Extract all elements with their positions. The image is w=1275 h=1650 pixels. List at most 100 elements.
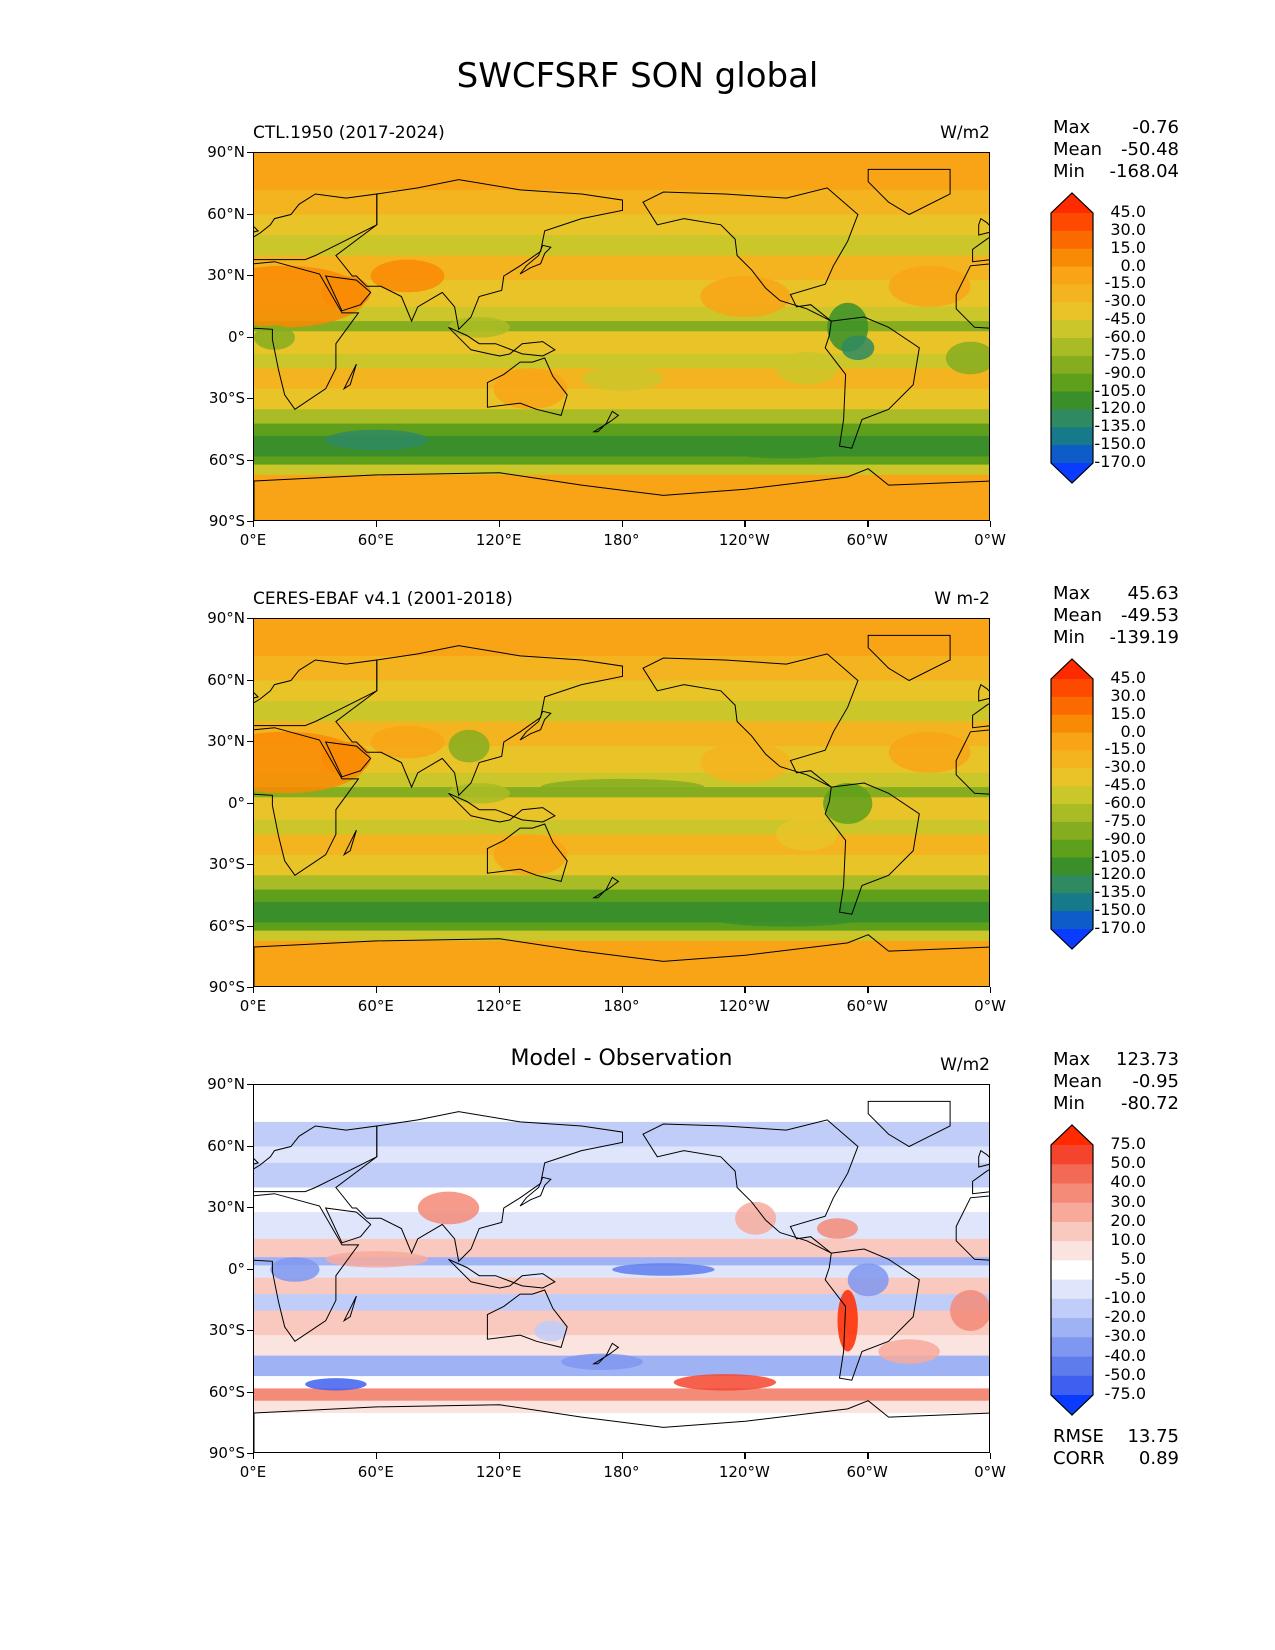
colorbar-segment (1051, 821, 1093, 841)
field-blob (370, 725, 445, 759)
y-tick (247, 152, 253, 154)
y-tick-label: 60°N (207, 1136, 245, 1155)
field-blob (700, 276, 791, 317)
field-band (254, 1355, 989, 1377)
field-band (254, 474, 989, 520)
colorbar-arrow-top (1051, 1125, 1093, 1145)
x-tick-label: 0°W (974, 997, 1006, 1015)
field-band (254, 423, 989, 437)
coastline-africa-wrap (955, 263, 989, 329)
rmse-corr-box: RMSE 13.75 CORR 0.89 (1053, 1426, 1179, 1470)
stat-row-max: Max 123.73 (1053, 1049, 1179, 1071)
coastline-japan (519, 244, 552, 275)
colorbar-segment (1051, 373, 1093, 393)
coastline-indonesia (448, 326, 556, 357)
colorbar-label: -30.0 (1104, 1326, 1146, 1346)
colorbar-label: -40.0 (1104, 1345, 1146, 1365)
coastline-australia (486, 357, 568, 417)
colorbar-label: -75.0 (1104, 1384, 1146, 1403)
stat-label: Max (1053, 117, 1091, 138)
field-blob (370, 259, 445, 293)
colorbar-label: -75.0 (1104, 344, 1146, 364)
coastline-arabia (324, 741, 372, 778)
colorbar-label: 10.0 (1110, 1230, 1146, 1250)
colorbar-label: 0.0 (1120, 721, 1146, 741)
coastline-uk-wrap (978, 217, 989, 236)
stat-label: Min (1053, 161, 1085, 182)
colorbar-segment (1051, 248, 1093, 268)
x-tick-label: 180° (603, 531, 640, 549)
field-band (254, 746, 989, 774)
field-band (254, 721, 989, 747)
colorbar-label: 30.0 (1110, 685, 1146, 705)
y-tick (247, 618, 253, 620)
field-band (254, 1310, 989, 1336)
y-tick-label: 0° (227, 793, 245, 812)
colorbar-label: -120.0 (1094, 864, 1146, 884)
panel-title: Model - Observation (510, 1046, 733, 1071)
coastline-arabia (324, 1207, 372, 1244)
coastline-samerica (824, 316, 920, 449)
x-tick-label: 120°W (718, 1463, 770, 1481)
colorbar-label: -60.0 (1104, 327, 1146, 346)
field (254, 153, 989, 520)
field-blob (945, 341, 989, 375)
field-band (254, 1085, 989, 1123)
y-tick-label: 90°N (207, 1075, 245, 1093)
colorbar (1050, 658, 1094, 954)
colorbar-label: -75.0 (1104, 810, 1146, 830)
coastline-greenland (867, 1100, 951, 1148)
map-svg (254, 1085, 989, 1452)
x-tick (867, 521, 869, 527)
colorbar-label: -10.0 (1104, 1287, 1146, 1307)
field-band (254, 834, 989, 856)
field-band (254, 1121, 989, 1147)
x-tick-label: 120°E (475, 531, 522, 549)
field-band (254, 940, 989, 986)
extra-label: RMSE (1053, 1426, 1104, 1447)
colorbar-svg (1050, 658, 1094, 950)
coastline-samerica (824, 1248, 920, 1381)
field-band (254, 1413, 989, 1452)
colorbar-segment (1051, 409, 1093, 428)
coastline-australia (486, 823, 568, 883)
field-band (254, 1335, 989, 1357)
coastline-antarctica (254, 1400, 989, 1452)
field-band (254, 1238, 989, 1258)
field-blob (270, 1257, 320, 1282)
colorbar-segment (1051, 679, 1093, 698)
x-tick (621, 987, 623, 993)
stat-value: -49.53 (1120, 605, 1179, 626)
coastline-africa (254, 727, 360, 876)
field-band (254, 189, 989, 215)
colorbar-label: -60.0 (1104, 793, 1146, 812)
colorbar-arrow-bottom (1051, 929, 1093, 949)
field-blob (540, 778, 705, 796)
field-blob (305, 1378, 367, 1391)
coastline-africa (254, 261, 360, 410)
y-tick (247, 1084, 253, 1086)
stat-value: -50.48 (1120, 139, 1179, 160)
x-tick-label: 60°W (846, 1463, 888, 1481)
x-tick-label: 120°E (475, 1463, 522, 1481)
y-tick (247, 741, 253, 743)
field-band (254, 368, 989, 390)
stat-label: Mean (1053, 1071, 1103, 1092)
field-blob (878, 1339, 940, 1364)
field-band (254, 306, 989, 322)
colorbar-segment (1051, 750, 1093, 769)
y-tick-label: 60°S (208, 916, 245, 935)
coastline-japan (519, 710, 552, 741)
x-tick (744, 521, 746, 527)
colorbar-label: -105.0 (1094, 846, 1146, 866)
colorbar-label: 20.0 (1110, 1210, 1146, 1230)
colorbar-segment (1051, 1260, 1093, 1281)
y-tick-label: 30°N (207, 732, 245, 750)
extra-label: CORR (1053, 1448, 1105, 1469)
field-band (254, 1212, 989, 1240)
field-blob (417, 1191, 480, 1225)
colorbar-label: -90.0 (1104, 828, 1146, 848)
colorbar-label: 15.0 (1110, 703, 1146, 723)
colorbar-arrow-top (1051, 193, 1093, 213)
field-band (254, 353, 989, 369)
